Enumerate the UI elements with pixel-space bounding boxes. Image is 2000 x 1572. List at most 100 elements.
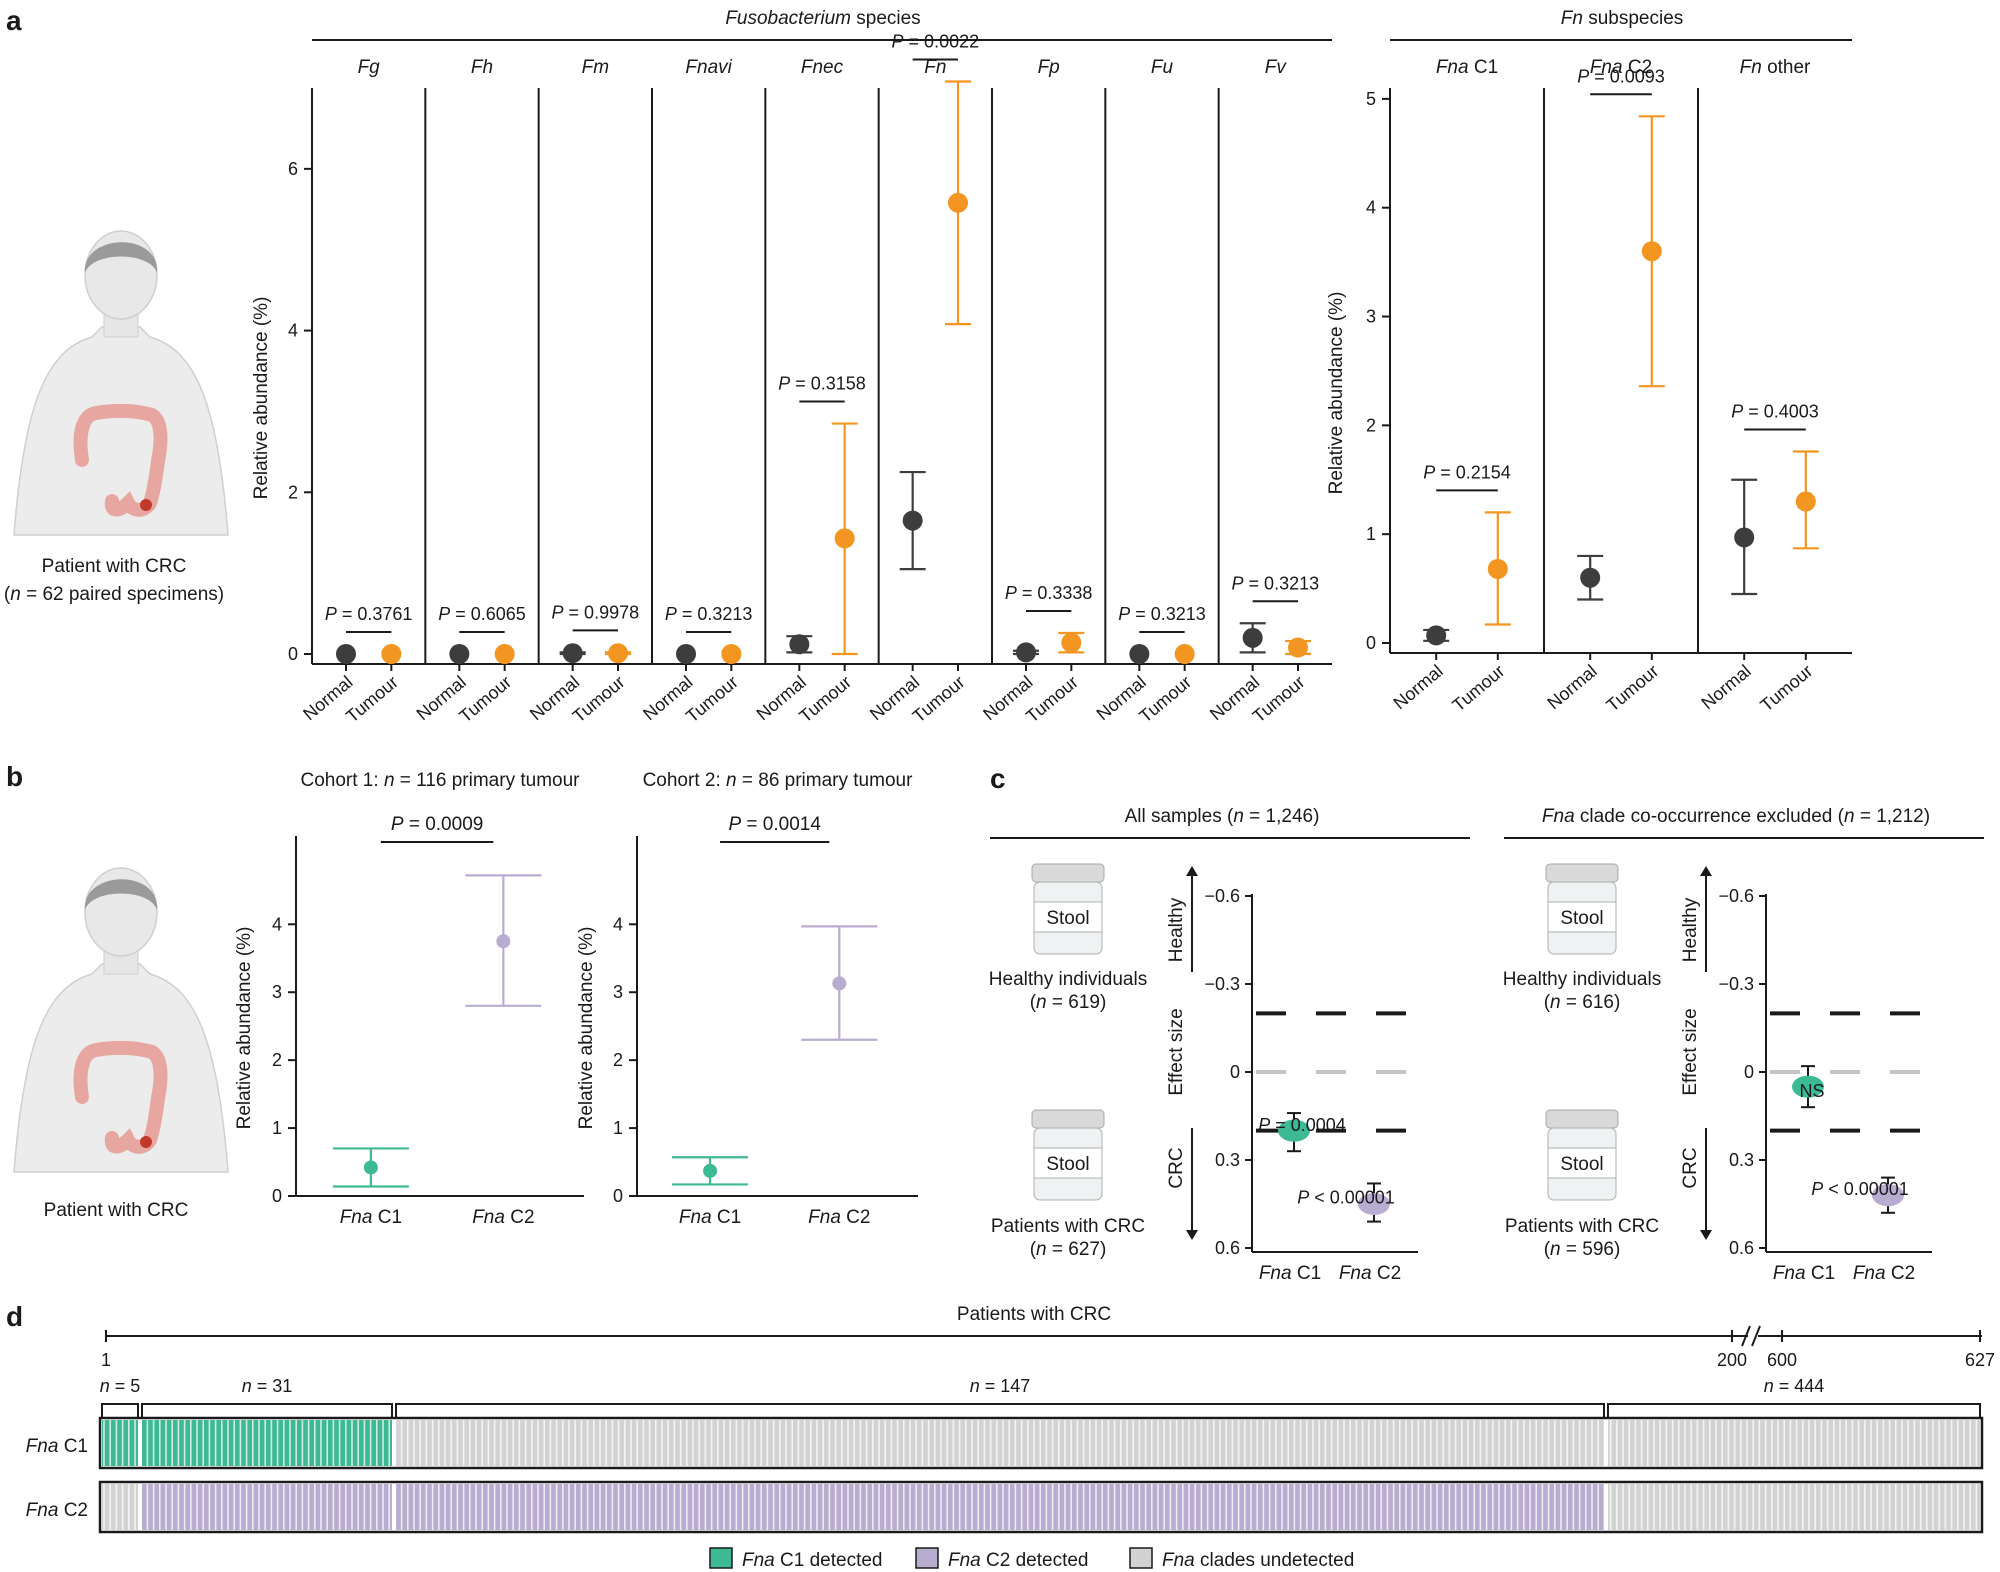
- d-cells-c2-2: [396, 1484, 1604, 1530]
- a-species-point-7-1: [1174, 644, 1195, 664]
- d-legend-label-1-part-1: C2 detected: [981, 1550, 1089, 1571]
- d-row-border-c2: [98, 1480, 1984, 1534]
- c-arrowhead-down-0: [1186, 1230, 1198, 1240]
- a-subspecies-xlabel-0-1: Tumour: [1449, 661, 1509, 716]
- a-species-pvalue-2-part-0: P: [552, 602, 564, 622]
- a-species-pvalue-7-part-1: = 0.3213: [1130, 604, 1206, 624]
- d-legend-label-0-part-1: C1 detected: [775, 1550, 883, 1571]
- c-stool-label-1-1: Stool: [1560, 1154, 1603, 1175]
- a-subspecies-point-2-1: [1795, 491, 1816, 512]
- patient-n-a: (n = 62 paired specimens): [4, 584, 224, 605]
- a-species-pvalue-4-part-0: P: [778, 374, 790, 394]
- d-cells-c1-0: [102, 1420, 138, 1466]
- c-excl-annot-0: NS: [1799, 1081, 1824, 1101]
- c-axis-crc-1: CRC: [1680, 1147, 1701, 1188]
- c-jar-label-0-0: [1033, 901, 1103, 933]
- d-cells-c2-3: [1608, 1484, 1980, 1530]
- patient-figure-a: [13, 230, 229, 536]
- c-all-annot-0-part-0: P: [1258, 1115, 1270, 1135]
- a-subspecies-xlabel-0-0: Normal: [1389, 661, 1446, 714]
- c-crc-n-1: (n = 596): [1544, 1239, 1621, 1260]
- c-crc-label-0: Patients with CRC: [991, 1216, 1145, 1237]
- c-crc-n-1-part-1: n: [1550, 1239, 1561, 1260]
- a-species-facet-title-7-part-0: Fu: [1151, 57, 1174, 78]
- c-all-ytick-label-4: 0.6: [1215, 1238, 1240, 1258]
- b-cohort1-point-1: [496, 934, 511, 949]
- d-legend-label-2: Fna clades undetected: [1162, 1550, 1354, 1571]
- c-healthy-n-1-part-2: = 616): [1561, 992, 1621, 1013]
- a-species-pvalue-4-part-1: = 0.3158: [790, 374, 866, 394]
- c-stool-label-0-0: Stool: [1046, 908, 1089, 929]
- d-axis-tick-label-2: 600: [1767, 1350, 1797, 1370]
- panel-label-b: b: [6, 761, 23, 792]
- a-species-point-4-1: [834, 528, 855, 549]
- a-subspecies-facet-title-0-part-0: Fna: [1436, 57, 1469, 78]
- c-all-annot-1: P < 0.00001: [1297, 1188, 1395, 1208]
- d-legend-label-0-part-0: Fna: [742, 1550, 775, 1571]
- a-species-facet-title-7: Fu: [1151, 57, 1174, 78]
- a-species-point-6-1: [1061, 632, 1082, 653]
- b-cohort1-xlabel-0: Fna C1: [340, 1207, 402, 1228]
- panel-label-c: c: [990, 763, 1006, 794]
- b-cohort1-title-part-2: = 116 primary tumour: [395, 770, 581, 791]
- a-subspecies-point-0-0: [1426, 625, 1447, 646]
- a-species-xlabel-6-1: Tumour: [1022, 672, 1082, 727]
- a-species-xlabel-5-1: Tumour: [909, 672, 969, 727]
- d-legend-label-2-part-0: Fna: [1162, 1550, 1195, 1571]
- c-title-1-part-2: n: [1844, 806, 1855, 827]
- a-subspecies-point-1-0: [1580, 567, 1601, 588]
- a-species-pvalue-1: P = 0.6065: [438, 604, 526, 624]
- a-species-facet-title-2-part-0: Fm: [582, 57, 609, 78]
- d-segment-label-1-part-1: = 31: [252, 1376, 293, 1396]
- d-title: Patients with CRC: [957, 1304, 1111, 1325]
- a-species-pvalue-6-part-1: = 0.3338: [1017, 583, 1093, 603]
- patient-label-a: Patient with CRC: [42, 556, 187, 577]
- d-cells-c1-1: [142, 1420, 392, 1466]
- a-species-ytick-label-2: 4: [288, 321, 298, 341]
- b-cohort1-xlabel-0-part-0: Fna: [340, 1207, 373, 1228]
- c-crc-n-0-part-1: n: [1036, 1239, 1047, 1260]
- a-species-pvalue-6: P = 0.3338: [1005, 583, 1093, 603]
- c-all-xlabel-1: Fna C2: [1339, 1263, 1401, 1284]
- c-all-xlabel-0-part-0: Fna: [1259, 1263, 1292, 1284]
- c-jar-lid-1-1: [1545, 1109, 1619, 1129]
- c-jar-label-1-0: [1547, 901, 1617, 933]
- c-excl-ytick-label-4: 0.6: [1729, 1238, 1754, 1258]
- a-species-point-3-0: [676, 644, 696, 664]
- c-stool-label-0-1: Stool: [1046, 1154, 1089, 1175]
- b1-ylabel: Relative abundance (%): [234, 927, 255, 1130]
- a-species-facet-title-8-part-0: Fv: [1265, 57, 1288, 78]
- a-species-xlabel-7-1: Tumour: [1135, 672, 1195, 727]
- a-subspecies-pvalue-1-part-0: P: [1577, 66, 1589, 86]
- d-segment-label-3: n = 444: [1764, 1376, 1825, 1396]
- c-all-ytick-label-0: −0.6: [1204, 886, 1240, 906]
- a-subspecies-facet-title-0: Fna C1: [1436, 57, 1498, 78]
- a-species-facet-title-3: Fnavi: [685, 57, 732, 78]
- c-jar-lid-0-1: [1031, 1109, 1105, 1129]
- patient-hair: [84, 242, 158, 273]
- d-cells-c2-1: [142, 1484, 392, 1530]
- a-species-facet-title-6-part-0: Fp: [1038, 57, 1060, 78]
- c-all-point-1: [1358, 1193, 1390, 1215]
- c-title-1-part-1: clade co-occurrence excluded (: [1575, 806, 1845, 827]
- patient-body: [13, 326, 229, 536]
- b-cohort2-xlabel-1-part-0: Fna: [808, 1207, 841, 1228]
- subspecies-header: Fn subspecies: [1561, 8, 1684, 29]
- a-species-facet-title-2: Fm: [582, 57, 609, 78]
- patient-label-b: Patient with CRC: [44, 1200, 189, 1221]
- c-excl-annot-1-part-0: P: [1811, 1179, 1823, 1199]
- b-cohort2-title: Cohort 2: n = 86 primary tumour: [643, 770, 914, 791]
- b-cohort2-xlabel-0: Fna C1: [679, 1207, 741, 1228]
- a-species-pvalue-0: P = 0.3761: [325, 604, 413, 624]
- a-species-point-1-0: [449, 644, 470, 664]
- d-legend-label-1: Fna C2 detected: [948, 1550, 1089, 1571]
- a-species-pvalue-7-part-0: P: [1118, 604, 1130, 624]
- a-species-xlabel-1-1: Tumour: [455, 672, 515, 727]
- d-legend-swatch-2: [1129, 1547, 1153, 1569]
- a-species-xlabel-2-1: Tumour: [569, 672, 629, 727]
- b-cohort2-title-part-1: n: [726, 770, 737, 791]
- d-legend-swatch-0: [709, 1547, 733, 1569]
- a-species-xlabel-4-1: Tumour: [795, 672, 855, 727]
- a-subspecies-facet-title-1: Fna C2: [1590, 57, 1652, 78]
